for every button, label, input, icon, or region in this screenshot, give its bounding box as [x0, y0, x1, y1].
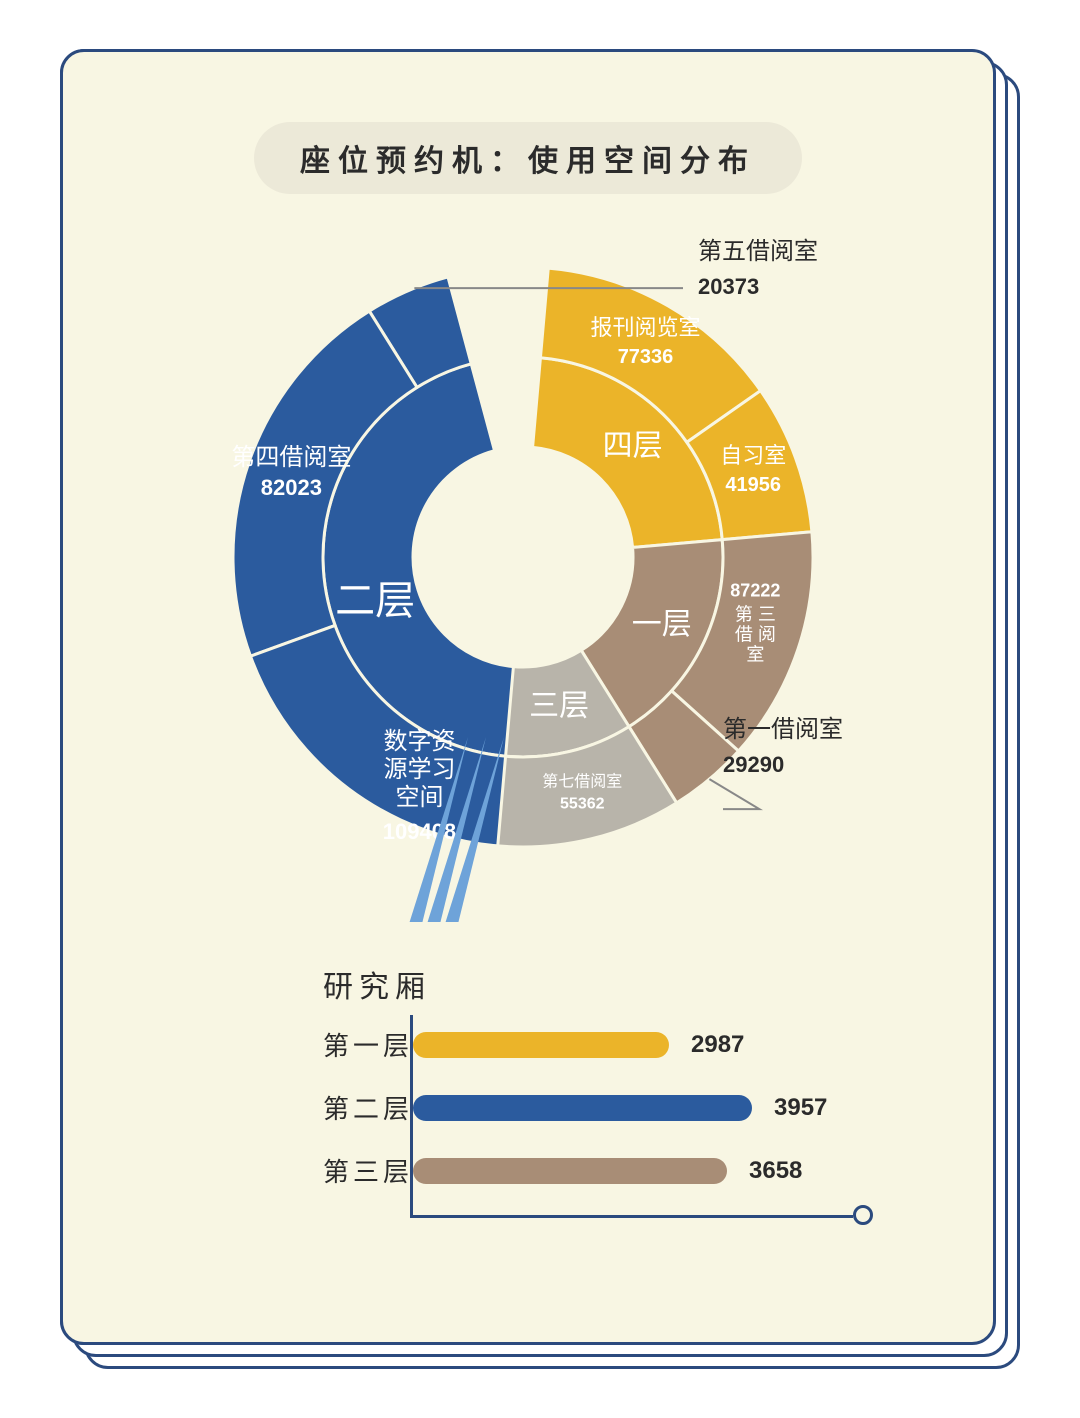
bar-track — [413, 1032, 669, 1058]
floor-label: 二层 — [335, 579, 415, 623]
bar-fill — [413, 1032, 669, 1058]
floor-label: 三层 — [529, 690, 589, 723]
bar-axis — [413, 1215, 853, 1218]
bar-chart: 研究厢 第一层 2987 第二层 3957 第三层 3658 — [323, 962, 913, 1218]
notebook-frame: 座位预约机：使用空间分布 二层四层一层三层第四借阅室82023数字资源学习空间1… — [60, 49, 1020, 1369]
room-label: 第四借阅室 — [231, 444, 351, 471]
page-title: 座位预约机：使用空间分布 — [254, 122, 802, 194]
bar-chart-title: 研究厢 — [323, 962, 913, 1006]
callout-label: 第一借阅室29290 — [723, 712, 843, 781]
room-label: 自习室 — [720, 443, 786, 468]
callout-line — [709, 779, 759, 809]
room-label: 室 — [746, 645, 764, 665]
room-value: 77336 — [618, 346, 674, 368]
room-label: 第 三 — [735, 605, 776, 625]
room-label: 空间 — [395, 784, 443, 811]
page-main: 座位预约机：使用空间分布 二层四层一层三层第四借阅室82023数字资源学习空间1… — [60, 49, 996, 1345]
bar-label: 第三层 — [323, 1152, 413, 1189]
bar-value: 2987 — [691, 1031, 744, 1059]
room-value: 87222 — [730, 581, 780, 601]
bar-fill — [413, 1158, 727, 1184]
callout-label: 第五借阅室20373 — [698, 234, 818, 303]
bar-track — [413, 1095, 752, 1121]
floor-label: 四层 — [603, 429, 663, 462]
room-label: 报刊阅览室 — [590, 315, 700, 340]
bar-track — [413, 1158, 727, 1184]
floor-label: 一层 — [632, 608, 692, 641]
room-label: 数字资 — [383, 728, 455, 755]
axis-end-circle-icon — [853, 1205, 873, 1225]
bar-fill — [413, 1095, 752, 1121]
room-label: 源学习 — [383, 756, 455, 783]
bar-label: 第二层 — [323, 1089, 413, 1126]
room-value: 55362 — [560, 796, 605, 813]
bar-value: 3957 — [774, 1094, 827, 1122]
room-value: 41956 — [725, 474, 781, 496]
sunburst-chart: 二层四层一层三层第四借阅室82023数字资源学习空间109408报刊阅览室773… — [123, 202, 953, 922]
bar-label: 第一层 — [323, 1026, 413, 1063]
room-label: 借 阅 — [735, 625, 776, 645]
room-value: 82023 — [261, 475, 322, 500]
bar-value: 3658 — [749, 1157, 802, 1185]
room-label: 第七借阅室 — [542, 773, 622, 791]
